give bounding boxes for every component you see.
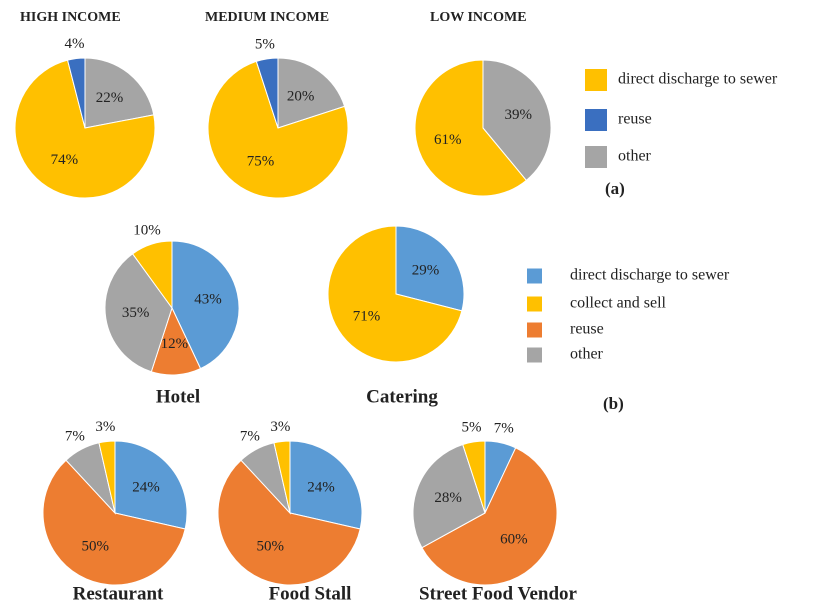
slice-label: 7%	[65, 428, 85, 444]
pie-slice	[104, 253, 173, 373]
slice-label: 71%	[353, 308, 381, 324]
pie-slice	[412, 443, 486, 549]
pie-slice	[462, 440, 486, 514]
slice-label: 24%	[132, 480, 160, 496]
pie-slice	[114, 440, 188, 530]
pie-slice	[482, 59, 552, 182]
slice-label: 50%	[81, 539, 109, 555]
slice-label: 28%	[434, 490, 462, 506]
pie-slice	[255, 57, 279, 129]
slice-label: 43%	[194, 291, 222, 307]
slice-label: 12%	[161, 336, 189, 352]
slice-label: 10%	[133, 222, 161, 238]
slice-label: 7%	[240, 428, 260, 444]
pie-slice	[84, 57, 155, 129]
legend-label: other	[618, 148, 652, 165]
pie-title: MEDIUM INCOME	[205, 10, 329, 25]
slice-label: 4%	[64, 36, 84, 52]
pie-slice	[414, 59, 528, 197]
slice-label: 75%	[247, 154, 275, 170]
slice-label: 22%	[96, 90, 124, 106]
pie-slice	[42, 459, 186, 586]
pie-slice	[395, 225, 465, 312]
pie-slice	[98, 440, 116, 514]
legend-swatch	[527, 296, 542, 312]
pie-slice	[171, 240, 240, 370]
pie-title: LOW INCOME	[430, 10, 527, 25]
group-label: (a)	[605, 179, 625, 198]
pie-slice	[131, 240, 173, 310]
group-label: (b)	[603, 394, 624, 413]
pie-title: Catering	[366, 386, 438, 407]
legend-swatch	[585, 109, 607, 131]
legend-swatch	[585, 146, 607, 168]
legend-swatch	[527, 322, 542, 338]
pie-title: Restaurant	[73, 583, 164, 604]
pie-title: Food Stall	[269, 583, 352, 604]
legend-label: reuse	[618, 111, 652, 128]
pie-title: Street Food Vendor	[419, 583, 578, 604]
slice-label: 35%	[122, 305, 150, 321]
slice-label: 20%	[287, 88, 315, 104]
pie-slice	[289, 440, 363, 530]
pie-slice	[327, 225, 463, 363]
pie-title: HIGH INCOME	[20, 10, 121, 25]
pie-slice	[207, 60, 349, 199]
slice-label: 7%	[494, 421, 514, 437]
slice-label: 3%	[270, 419, 290, 435]
slice-label: 3%	[95, 419, 115, 435]
slice-label: 61%	[434, 132, 462, 148]
legend-label: reuse	[570, 321, 604, 338]
legend-swatch	[527, 347, 542, 363]
slice-label: 24%	[307, 480, 335, 496]
pie-slice	[277, 57, 346, 129]
slice-label: 29%	[412, 263, 440, 279]
pie-slice	[66, 57, 86, 129]
legend-label: direct discharge to sewer	[618, 71, 778, 88]
slice-label: 5%	[255, 36, 275, 52]
slice-label: 50%	[256, 539, 284, 555]
legend-label: direct discharge to sewer	[570, 267, 730, 284]
legend-label: other	[570, 346, 604, 363]
pie-slice	[421, 447, 558, 586]
slice-label: 39%	[504, 107, 532, 123]
slice-label: 5%	[462, 419, 482, 435]
legend-swatch	[585, 69, 607, 91]
slice-label: 60%	[500, 532, 528, 548]
pie-slice	[217, 459, 361, 586]
legend-swatch	[527, 268, 542, 284]
pie-slice	[273, 440, 291, 514]
slice-label: 74%	[51, 152, 79, 168]
legend-label: collect and sell	[570, 295, 667, 312]
pie-title: Hotel	[156, 386, 200, 407]
pie-slice	[14, 59, 156, 199]
